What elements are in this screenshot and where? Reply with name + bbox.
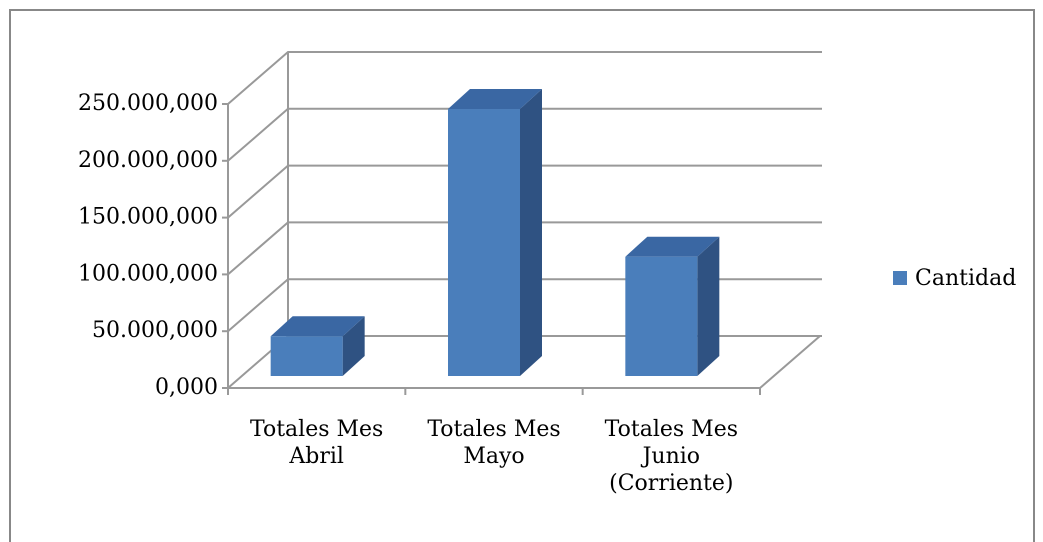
chart-border	[9, 9, 1035, 542]
y-tick-label: 200.000,000	[78, 148, 218, 173]
y-tick-label: 50.000,000	[92, 318, 218, 343]
floor-edge	[759, 335, 821, 389]
bar-top	[448, 89, 542, 110]
bar	[270, 336, 343, 376]
x-tick-label: Totales Mes Abril	[249, 417, 384, 469]
grid-line	[227, 107, 822, 162]
y-tick-label: 100.000,000	[78, 261, 218, 286]
bar-side	[520, 89, 542, 376]
bar-side	[697, 236, 720, 376]
legend-swatch	[893, 271, 907, 285]
grid-line	[227, 164, 822, 219]
grid-line	[227, 51, 822, 105]
y-tick-label: 0,000	[155, 375, 218, 400]
y-tick-label: 250.000,000	[78, 91, 218, 116]
bar	[448, 109, 520, 376]
grid-line	[227, 221, 822, 276]
bar	[625, 256, 698, 376]
x-tick-label: Totales Mes Junio (Corriente)	[604, 417, 738, 496]
bar-side	[342, 316, 365, 376]
bar-top	[270, 316, 365, 337]
y-tick-label: 150.000,000	[78, 205, 218, 230]
legend-label: Cantidad	[915, 266, 1016, 291]
bar-top	[625, 236, 720, 257]
x-tick-label: Totales Mes Mayo	[427, 417, 561, 469]
